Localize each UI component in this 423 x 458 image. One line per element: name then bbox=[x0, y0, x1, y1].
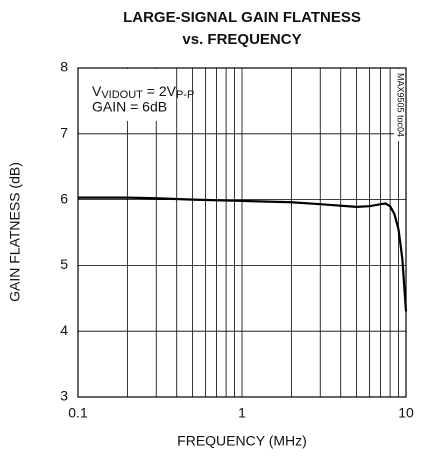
y-tick-label: 4 bbox=[60, 322, 68, 338]
annotation: VVIDOUT = 2VP-P bbox=[92, 83, 194, 101]
y-tick-label: 3 bbox=[60, 388, 68, 404]
y-tick-label: 5 bbox=[60, 256, 68, 272]
annotation-part: V bbox=[92, 83, 102, 99]
x-tick-label: 1 bbox=[238, 405, 246, 421]
side-label-background bbox=[394, 69, 405, 141]
annotation: GAIN = 6dB bbox=[92, 99, 167, 115]
plot-frame bbox=[77, 67, 407, 398]
x-axis-label: FREQUENCY (MHz) bbox=[177, 433, 307, 449]
annotation-part: = 2V bbox=[143, 83, 177, 99]
chart-title: LARGE-SIGNAL GAIN FLATNESS bbox=[123, 9, 361, 26]
chart-title: vs. FREQUENCY bbox=[182, 31, 301, 48]
annotation-part: P-P bbox=[176, 89, 194, 101]
line bbox=[78, 196, 408, 312]
x-tick-label: 0.1 bbox=[68, 405, 88, 421]
y-tick-label: 7 bbox=[60, 125, 68, 141]
y-tick-label: 6 bbox=[60, 190, 68, 206]
y-axis-label: GAIN FLATNESS (dB) bbox=[7, 162, 23, 302]
y-tick-label: 8 bbox=[60, 59, 68, 75]
annotation-background bbox=[79, 69, 167, 121]
annotation-part: VIDOUT bbox=[101, 89, 143, 101]
side-label: MAX9505 toc04 bbox=[396, 73, 406, 137]
x-tick-label: 10 bbox=[398, 405, 414, 421]
